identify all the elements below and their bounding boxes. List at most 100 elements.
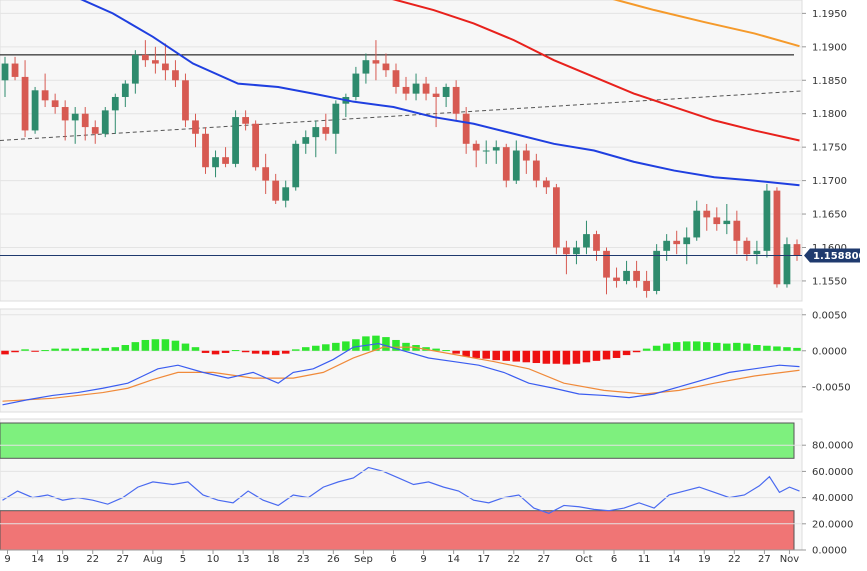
candle-body [101, 110, 109, 134]
macd-histogram-bar [41, 350, 49, 352]
macd-line [2, 342, 800, 406]
macd-histogram-bar [642, 348, 651, 351]
price-axis-tick-label: 1.1750 [812, 143, 847, 154]
candle-body [91, 127, 99, 134]
macd-histogram-bar [392, 339, 400, 351]
price-plot [0, 0, 802, 298]
candle-body [232, 117, 239, 164]
candle-body [242, 117, 249, 124]
candle-body [452, 86, 460, 114]
candle-body [152, 60, 159, 64]
macd-histogram-bar [432, 348, 440, 351]
price-axis-tick-label: 1.1600 [812, 243, 847, 254]
macd-histogram-bar [442, 350, 450, 352]
candle-body [753, 250, 761, 255]
sma-slow-line [612, 0, 800, 48]
x-axis-tick-label: 22 [728, 554, 741, 565]
macd-histogram-bar [793, 347, 801, 351]
macd-histogram-bar [522, 350, 531, 363]
x-axis-tick-label: 14 [447, 554, 460, 565]
candle-body [332, 103, 340, 134]
macd-histogram-bar [502, 350, 511, 361]
macd-histogram-bar [61, 348, 69, 351]
candle-body [252, 123, 260, 168]
macd-histogram-bar [622, 350, 631, 356]
candle-body [262, 167, 270, 181]
macd-histogram-bar [151, 339, 160, 351]
price-axis-tick-label: 1.1800 [812, 109, 847, 120]
candle-body [542, 180, 550, 188]
macd-histogram-bar [552, 350, 561, 364]
x-axis-tick-label: 9 [420, 554, 426, 565]
rsi-line [2, 466, 800, 514]
candle-body [302, 137, 310, 144]
candle-body [212, 157, 219, 168]
candle-body [683, 237, 691, 245]
macd-histogram-bar [312, 345, 320, 351]
candle-body [723, 220, 731, 225]
trend-line [0, 90, 802, 141]
macd-histogram-bar [302, 347, 310, 351]
macd-histogram-bar [562, 350, 571, 365]
candle-body [432, 93, 440, 97]
candle-body [573, 247, 580, 255]
rsi-axis-tick-label: 80.0000 [812, 441, 853, 452]
macd-axis-tick-label: 0.0050 [812, 310, 847, 321]
candle-body [793, 244, 801, 256]
candle-body [693, 210, 701, 238]
candle-body [663, 240, 671, 251]
macd-histogram-bar [482, 350, 490, 359]
x-axis-tick-label: 27 [537, 554, 550, 565]
candle-body [352, 73, 360, 97]
macd-histogram-bar [241, 350, 250, 353]
macd-histogram-bar [1, 350, 9, 355]
candle-body [392, 70, 400, 87]
candle-body [472, 143, 480, 151]
candle-body [412, 83, 420, 94]
candle-body [703, 210, 711, 218]
candle-body [512, 150, 520, 181]
macd-histogram-bar [31, 350, 39, 352]
candle-body [322, 127, 330, 134]
x-axis-tick-label: 19 [56, 554, 69, 565]
macd-histogram-bar [271, 350, 280, 356]
candle-body [61, 107, 69, 121]
macd-histogram-bar [191, 347, 200, 351]
price-axis-tick-label: 1.1650 [812, 210, 847, 221]
x-axis-tick-label: 6 [390, 554, 396, 565]
candle-body [773, 190, 781, 285]
rsi-axis-tick-label: 20.0000 [812, 519, 853, 530]
macd-histogram-bar [291, 349, 300, 351]
candle-body [121, 83, 129, 97]
macd-histogram-bar [362, 336, 370, 351]
x-axis-tick-label: Nov [780, 554, 800, 565]
x-axis-tick-label: 5 [180, 554, 186, 565]
macd-histogram-bar [512, 350, 521, 362]
last-price-tag [804, 248, 860, 263]
candle-body [11, 63, 19, 77]
x-axis-tick-label: 14 [668, 554, 681, 565]
candle-body [272, 180, 280, 201]
candle-body [81, 113, 89, 128]
macd-histogram-bar [101, 347, 110, 351]
x-axis-tick-label: 22 [507, 554, 520, 565]
candle-body [583, 234, 590, 248]
macd-histogram-bar [141, 339, 150, 351]
candle-body [382, 63, 390, 71]
macd-histogram-bar [582, 350, 591, 363]
candle-body [282, 187, 290, 201]
macd-histogram-bar [472, 350, 480, 358]
macd-histogram-bar [692, 341, 701, 351]
macd-histogram-bar [713, 342, 721, 351]
candle-body [673, 240, 681, 245]
macd-histogram-bar [352, 339, 360, 351]
macd-histogram-bar [602, 350, 611, 360]
candle-body [402, 86, 410, 94]
price-axis-tick-label: 1.1900 [812, 42, 847, 53]
macd-histogram-bar [231, 350, 240, 352]
candle-body [713, 217, 721, 225]
candle-body [492, 147, 500, 151]
x-axis-tick-label: 10 [207, 554, 220, 565]
x-axis-tick-label: 11 [638, 554, 651, 565]
